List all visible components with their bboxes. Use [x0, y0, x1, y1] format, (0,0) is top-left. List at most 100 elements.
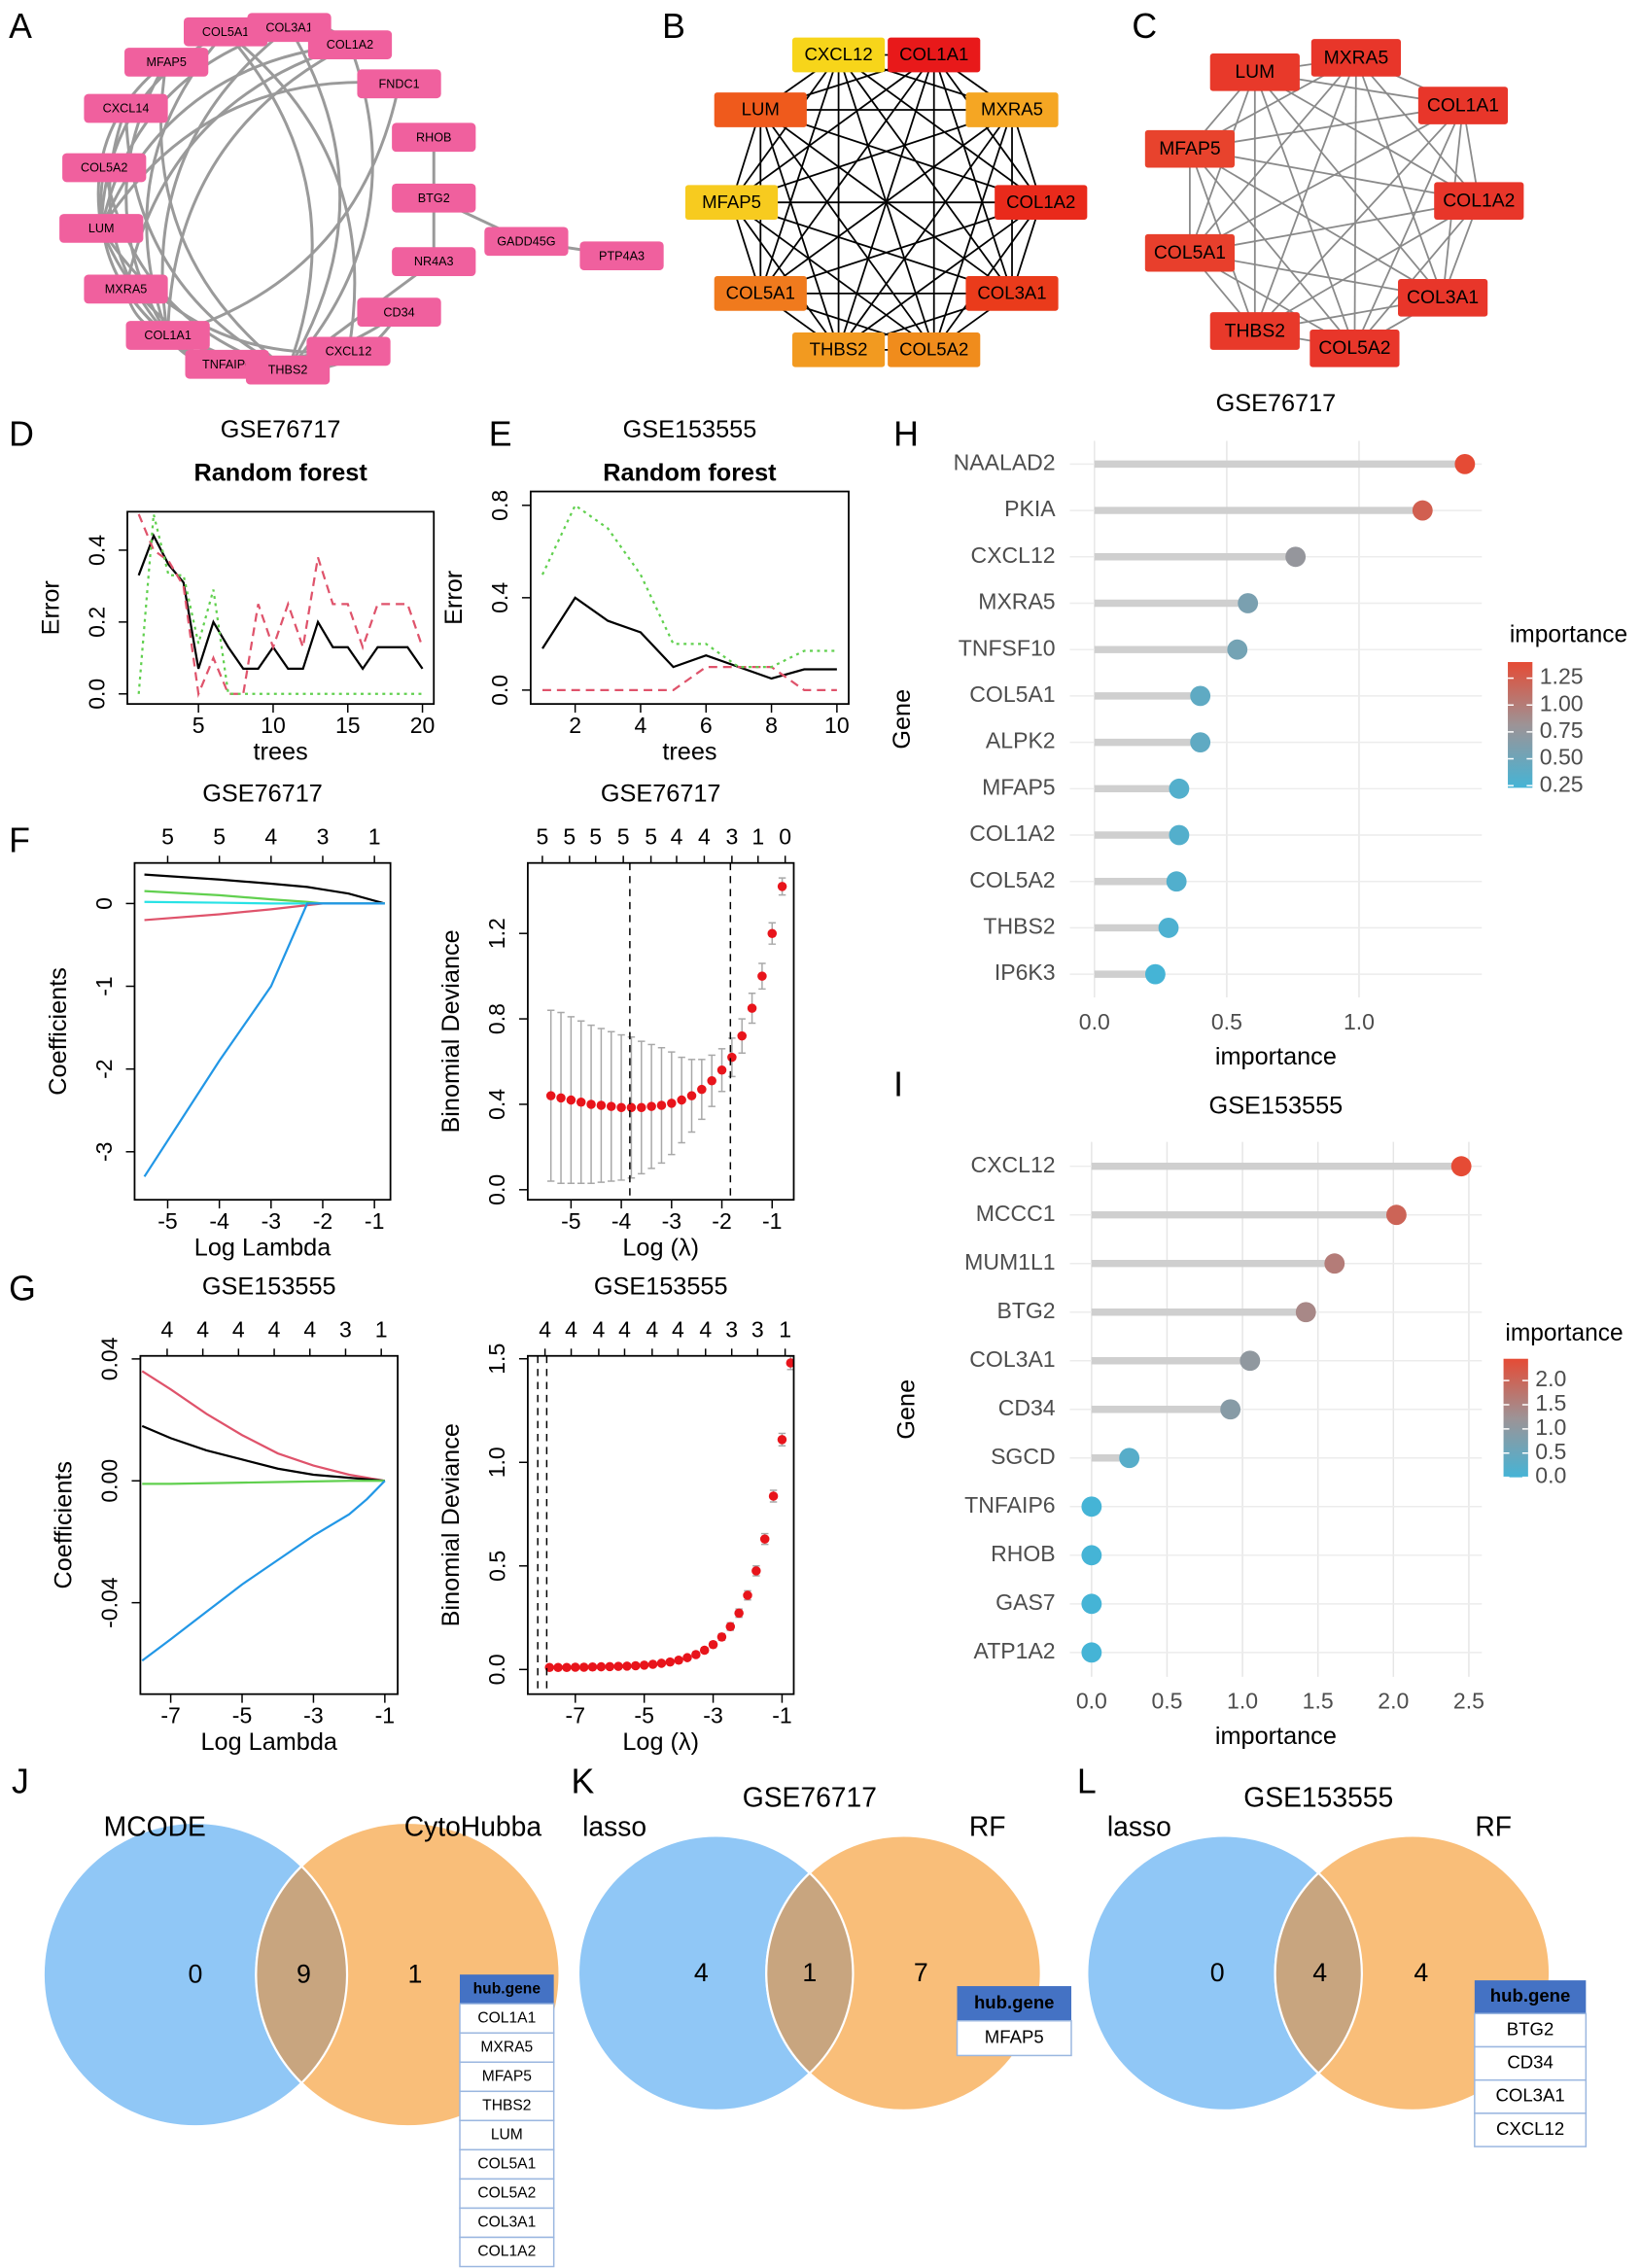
y-axis-label: Gene	[893, 1379, 921, 1440]
lollipop-dot	[1190, 685, 1211, 707]
lollipop-dot	[1145, 963, 1166, 985]
y-axis-label: Binomial Deviance	[437, 929, 465, 1133]
network-edge	[838, 201, 1042, 351]
table-cell-text: MXRA5	[480, 2039, 533, 2055]
chart-subtitle: Random forest	[603, 459, 777, 486]
top-tick-label: 4	[565, 1317, 577, 1343]
point	[759, 1534, 770, 1544]
point	[631, 1660, 641, 1671]
network-node	[1398, 278, 1488, 317]
node-label: COL1A1	[1427, 95, 1499, 116]
chart-title: GSE153555	[623, 416, 757, 443]
network-edge	[759, 54, 840, 295]
x-tick-label: -5	[561, 1208, 580, 1234]
x-axis-label: Log Lambda	[194, 1234, 332, 1261]
category-label: COL3A1	[969, 1346, 1055, 1372]
network-edge	[1254, 199, 1480, 332]
lollipop-dot	[1285, 546, 1307, 568]
venn-count: 1	[407, 1960, 422, 1989]
colorbar	[1503, 1358, 1528, 1478]
node-label: COL3A1	[265, 20, 312, 34]
node-label: FNDC1	[379, 77, 420, 90]
x-tick-label: -5	[232, 1703, 252, 1728]
network-node	[1309, 330, 1400, 367]
y-axis-label: Error	[440, 571, 468, 625]
network-edge	[838, 53, 1042, 203]
top-tick-label: 4	[671, 824, 683, 850]
point	[656, 1658, 667, 1668]
lollipop-dot	[1081, 1545, 1102, 1566]
series-line	[137, 513, 423, 695]
network-edge	[96, 60, 168, 229]
x-axis-label: importance	[1215, 1043, 1337, 1070]
x-tick-label: 10	[824, 713, 850, 738]
network-node	[714, 276, 807, 311]
top-tick-label: 3	[725, 824, 738, 850]
network-node	[1144, 129, 1236, 168]
point	[656, 1100, 667, 1110]
network-edge	[1189, 56, 1357, 254]
x-tick-label: -1	[375, 1703, 395, 1728]
x-tick-label: 1.0	[1344, 1009, 1375, 1034]
node-label: MXRA5	[981, 99, 1043, 120]
lollipop-dot	[1081, 1496, 1102, 1518]
network-edge	[100, 81, 400, 229]
point	[743, 1590, 752, 1600]
table-cell	[459, 2178, 555, 2210]
node-label: COL3A1	[977, 282, 1046, 302]
category-label: IP6K3	[995, 960, 1056, 985]
point	[556, 1093, 566, 1103]
top-tick-label: 4	[698, 824, 711, 850]
node-label: MFAP5	[146, 55, 186, 69]
top-tick-label: 4	[196, 1317, 209, 1343]
venn-count: 1	[802, 1958, 817, 1987]
table-header-text: hub.gene	[1490, 1985, 1571, 2006]
point	[677, 1095, 686, 1105]
node-label: LUM	[742, 99, 780, 120]
node-label: COL3A1	[1407, 288, 1479, 308]
point	[576, 1097, 586, 1107]
venn-count: 4	[1312, 1958, 1327, 1987]
category-label: CD34	[998, 1395, 1056, 1420]
top-tick-label: 4	[672, 1317, 684, 1343]
lollipop-dot	[1386, 1204, 1407, 1226]
plot-area	[537, 1355, 794, 1694]
network-node	[62, 153, 147, 183]
x-tick-label: 15	[335, 713, 361, 738]
panel-label: G	[9, 1269, 36, 1308]
legend-tick-label: 0.0	[1535, 1463, 1566, 1488]
x-tick-label: -3	[262, 1208, 281, 1234]
network-node	[579, 241, 664, 271]
point	[747, 1003, 757, 1013]
table-cell-text: MFAP5	[482, 2068, 532, 2084]
x-tick-label: -7	[160, 1703, 180, 1728]
category-label: SGCD	[991, 1444, 1056, 1469]
point	[571, 1662, 580, 1672]
node-label: LUM	[1235, 62, 1274, 83]
chart-title: GSE153555	[202, 1274, 336, 1301]
x-tick-label: -3	[703, 1703, 722, 1728]
venn-count: 0	[188, 1960, 202, 1989]
x-axis-label: Log (λ)	[622, 1234, 699, 1261]
panel-label: C	[1132, 7, 1157, 46]
table-cell	[459, 2003, 555, 2034]
top-tick-label: 4	[303, 1317, 316, 1343]
category-label: ATP1A2	[974, 1638, 1056, 1663]
network-edge	[99, 43, 351, 229]
series-line	[541, 596, 837, 680]
point	[737, 1030, 747, 1041]
plot-frame	[527, 861, 795, 1202]
point	[786, 1358, 794, 1368]
series-line	[144, 873, 386, 905]
point	[596, 1661, 607, 1672]
point	[637, 1102, 646, 1113]
point	[699, 1645, 710, 1656]
point	[682, 1653, 692, 1662]
table-header	[460, 1974, 554, 2005]
legend-tick-label: 1.00	[1540, 690, 1584, 715]
x-tick-label: -5	[157, 1208, 177, 1234]
y-axis-label: Binomial Deviance	[437, 1423, 465, 1626]
network-node	[184, 17, 268, 47]
category-label: COL5A1	[969, 681, 1055, 707]
lollipop-dot	[1239, 1350, 1261, 1372]
